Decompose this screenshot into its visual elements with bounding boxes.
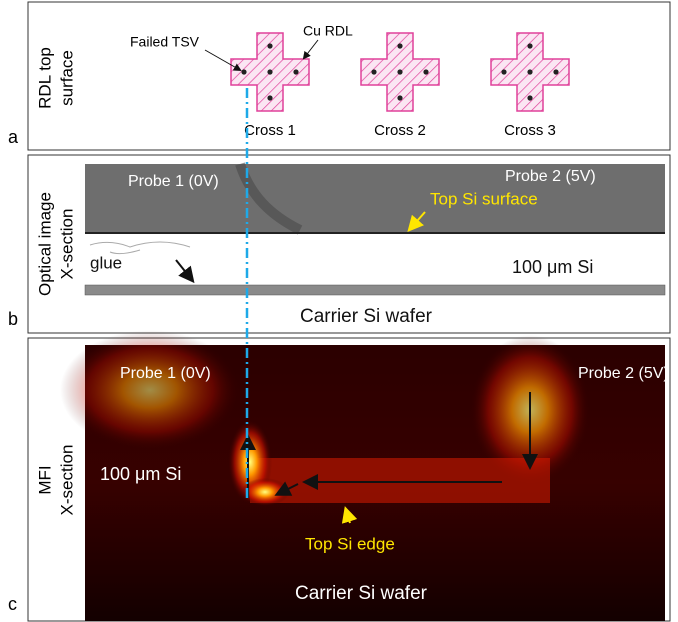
side-label: X-section — [57, 445, 76, 516]
side-label: surface — [57, 50, 76, 106]
panel-b: b Optical image X-section Probe 1 (0V) P… — [8, 155, 670, 333]
cross-label: Cross 1 — [244, 122, 296, 139]
side-label: MFI — [35, 465, 54, 494]
side-label: X-section — [57, 209, 76, 280]
panel-c: c MFI X-section Probe 1 (0V) Probe 2 (5V… — [8, 330, 670, 621]
panel-letter: c — [8, 594, 17, 614]
cross-shape — [361, 33, 439, 111]
panel-letter: b — [8, 309, 18, 329]
annotation: Top Si edge — [305, 534, 395, 553]
annotation: glue — [90, 253, 122, 272]
probe-label: Probe 2 (5V) — [578, 365, 669, 382]
panel-a: a RDL top surface Failed TSV Cu RDL Cros… — [8, 2, 670, 150]
field-glow — [60, 330, 240, 450]
figure: a RDL top surface Failed TSV Cu RDL Cros… — [0, 0, 678, 622]
annotation: Failed TSV — [130, 34, 200, 50]
annotation: Cu RDL — [303, 23, 353, 39]
cross-label: Cross 3 — [504, 122, 556, 139]
field-band — [250, 458, 550, 503]
layer-label: 100 μm Si — [512, 257, 593, 277]
layer-label: Carrier Si wafer — [295, 583, 428, 604]
side-label: RDL top — [35, 47, 54, 109]
probe-label: Probe 1 (0V) — [128, 173, 219, 190]
arrow — [304, 40, 318, 58]
layer-label: 100 μm Si — [100, 464, 181, 484]
cross-shape — [491, 33, 569, 111]
arrow — [176, 260, 192, 280]
carrier-strip — [85, 285, 665, 295]
cross-shape — [231, 33, 309, 111]
layer-label: Carrier Si wafer — [300, 306, 433, 327]
annotation: Top Si surface — [430, 189, 538, 208]
side-label: Optical image — [35, 192, 54, 296]
glue-texture — [90, 242, 190, 254]
surface-line — [85, 232, 665, 234]
panel-letter: a — [8, 127, 19, 147]
probe-label: Probe 1 (0V) — [120, 365, 211, 382]
probe-label: Probe 2 (5V) — [505, 168, 596, 185]
cross-label: Cross 2 — [374, 122, 426, 139]
